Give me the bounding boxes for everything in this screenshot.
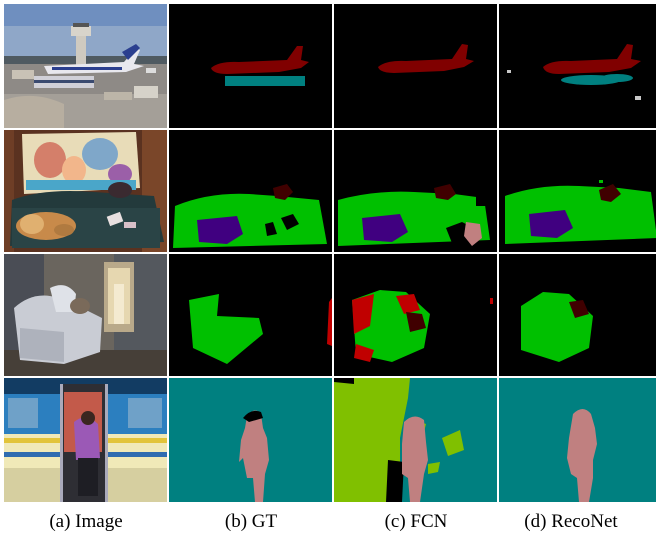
caption-fcn: (c) FCN (384, 511, 448, 532)
caption-reconet: (d) RecoNet (524, 511, 618, 532)
row-living-room-image (4, 254, 167, 376)
row-bedroom-fcn (334, 130, 497, 252)
row-bus-door-gt (169, 378, 332, 502)
row-bus-door-fcn (334, 378, 497, 502)
row-airport-gt (169, 4, 332, 128)
row-living-room-reconet (499, 254, 656, 376)
row-bedroom-image (4, 130, 167, 252)
row-living-room-gt (169, 254, 332, 376)
column-captions: (a) Image (b) GT (c) FCN (d) RecoNet (0, 505, 656, 536)
row-bedroom-gt (169, 130, 332, 252)
caption-image: (a) Image (49, 511, 123, 532)
caption-gt: (b) GT (224, 511, 278, 532)
row-airport-image (4, 4, 167, 128)
row-bedroom-reconet (499, 130, 656, 252)
row-airport-fcn (334, 4, 497, 128)
segmentation-figure-grid (4, 4, 656, 502)
row-living-room-fcn (334, 254, 497, 376)
row-airport-reconet (499, 4, 656, 128)
row-bus-door-image (4, 378, 167, 502)
row-bus-door-reconet (499, 378, 656, 502)
